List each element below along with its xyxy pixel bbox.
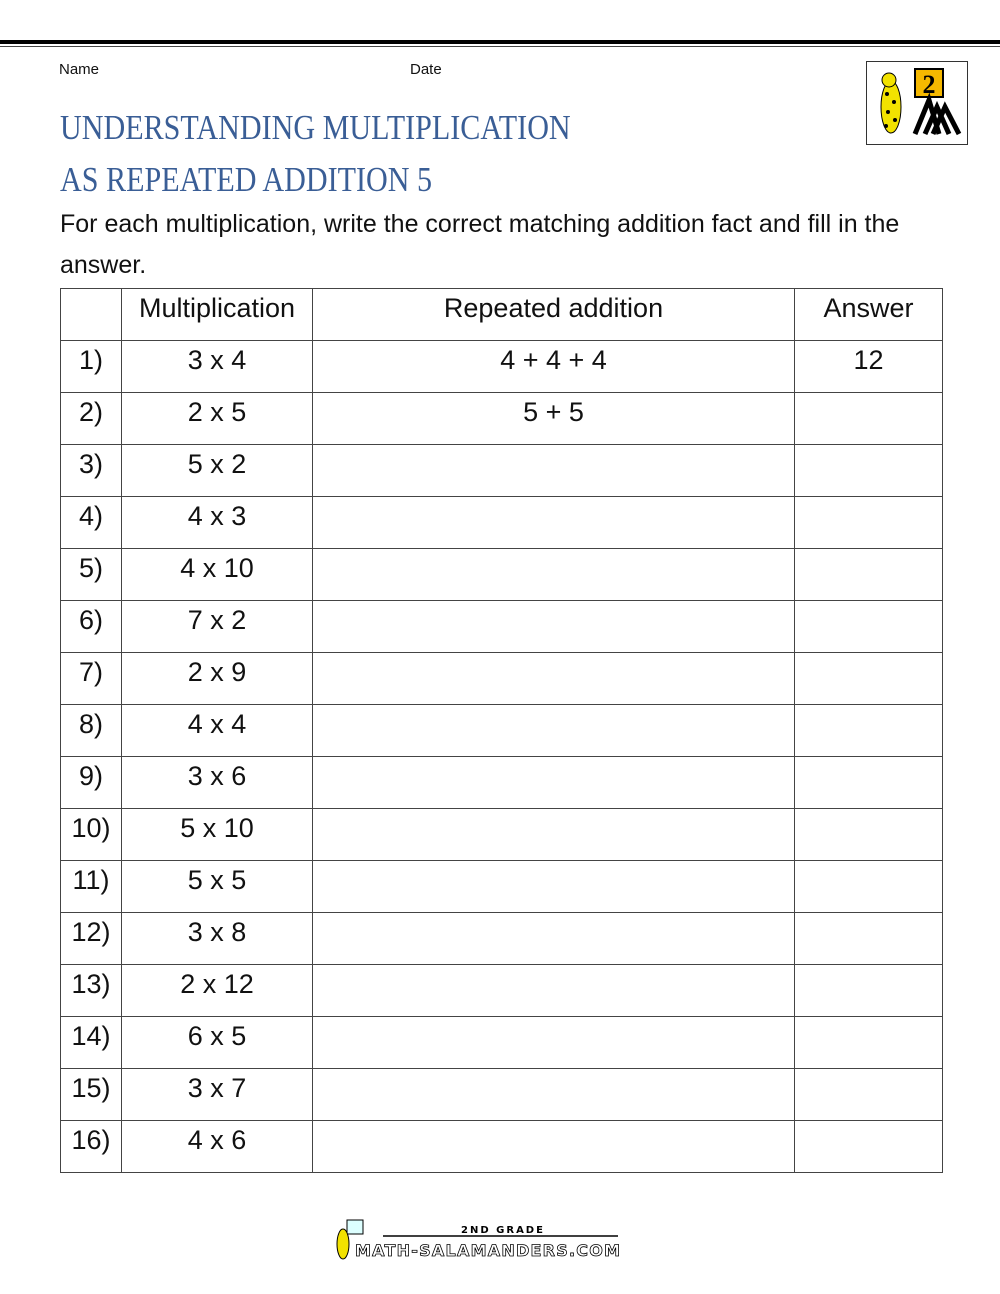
row-number: 10) <box>60 808 122 861</box>
repeated-addition-cell[interactable] <box>312 808 795 861</box>
multiplication-cell: 4 x 10 <box>121 548 313 601</box>
multiplication-cell: 3 x 4 <box>121 340 313 393</box>
row-number: 3) <box>60 444 122 497</box>
multiplication-cell: 5 x 5 <box>121 860 313 913</box>
row-number: 13) <box>60 964 122 1017</box>
repeated-addition-cell[interactable] <box>312 1068 795 1121</box>
repeated-addition-cell[interactable]: 4 + 4 + 4 <box>312 340 795 393</box>
multiplication-cell: 7 x 2 <box>121 600 313 653</box>
answer-cell[interactable] <box>794 444 943 497</box>
row-number: 9) <box>60 756 122 809</box>
answer-cell[interactable] <box>794 1068 943 1121</box>
table-row: 10) 5 x 10 <box>60 808 943 861</box>
row-number: 6) <box>60 600 122 653</box>
table-row: 7) 2 x 9 <box>60 652 943 705</box>
table-row: 14) 6 x 5 <box>60 1016 943 1069</box>
repeated-addition-cell[interactable] <box>312 600 795 653</box>
row-number: 16) <box>60 1120 122 1173</box>
row-number: 4) <box>60 496 122 549</box>
answer-cell[interactable] <box>794 756 943 809</box>
multiplication-cell: 5 x 2 <box>121 444 313 497</box>
page-title-line1: UNDERSTANDING MULTIPLICATION <box>60 108 571 147</box>
date-label: Date <box>410 61 442 78</box>
top-rule-thin <box>0 46 1000 47</box>
multiplication-cell: 5 x 10 <box>121 808 313 861</box>
answer-cell[interactable] <box>794 600 943 653</box>
answer-cell[interactable] <box>794 704 943 757</box>
repeated-addition-cell[interactable] <box>312 964 795 1017</box>
multiplication-cell: 6 x 5 <box>121 1016 313 1069</box>
repeated-addition-cell[interactable]: 5 + 5 <box>312 392 795 445</box>
row-number: 15) <box>60 1068 122 1121</box>
answer-cell[interactable] <box>794 652 943 705</box>
row-number: 8) <box>60 704 122 757</box>
table-row: 9) 3 x 6 <box>60 756 943 809</box>
page-title-line2: AS REPEATED ADDITION 5 <box>60 160 433 199</box>
table-row: 11) 5 x 5 <box>60 860 943 913</box>
header-repeated-addition: Repeated addition <box>312 288 795 341</box>
answer-cell[interactable] <box>794 548 943 601</box>
repeated-addition-cell[interactable] <box>312 756 795 809</box>
repeated-addition-cell[interactable] <box>312 860 795 913</box>
multiplication-cell: 4 x 4 <box>121 704 313 757</box>
repeated-addition-cell[interactable] <box>312 1016 795 1069</box>
table-row: 13) 2 x 12 <box>60 964 943 1017</box>
name-label: Name <box>59 61 100 78</box>
repeated-addition-cell[interactable] <box>312 912 795 965</box>
instructions: For each multiplication, write the corre… <box>60 210 900 279</box>
table-row: 15) 3 x 7 <box>60 1068 943 1121</box>
row-number: 14) <box>60 1016 122 1069</box>
answer-cell[interactable] <box>794 1016 943 1069</box>
header-number <box>60 288 122 341</box>
answer-cell[interactable] <box>794 964 943 1017</box>
multiplication-cell: 2 x 9 <box>121 652 313 705</box>
repeated-addition-cell[interactable] <box>312 444 795 497</box>
answer-cell[interactable] <box>794 392 943 445</box>
multiplication-cell: 2 x 12 <box>121 964 313 1017</box>
repeated-addition-cell[interactable] <box>312 704 795 757</box>
row-number: 11) <box>60 860 122 913</box>
svg-text:2ND GRADE: 2ND GRADE <box>461 1225 545 1236</box>
answer-cell[interactable]: 12 <box>794 340 943 393</box>
table-row: 5) 4 x 10 <box>60 548 943 601</box>
row-number: 1) <box>60 340 122 393</box>
svg-text:2: 2 <box>923 70 936 99</box>
svg-text:MATH-SALAMANDERS.COM: MATH-SALAMANDERS.COM <box>355 1241 620 1260</box>
multiplication-cell: 3 x 6 <box>121 756 313 809</box>
answer-cell[interactable] <box>794 496 943 549</box>
answer-cell[interactable] <box>794 808 943 861</box>
answer-cell[interactable] <box>794 860 943 913</box>
row-number: 7) <box>60 652 122 705</box>
table-row: 6) 7 x 2 <box>60 600 943 653</box>
multiplication-cell: 4 x 3 <box>121 496 313 549</box>
row-number: 12) <box>60 912 122 965</box>
footer-logo: 2ND GRADE MATH-SALAMANDERS.COM <box>333 1218 623 1262</box>
row-number: 2) <box>60 392 122 445</box>
table-header-row: Multiplication Repeated addition Answer <box>60 288 943 341</box>
salamander-logo: 2 <box>866 61 968 145</box>
table-row: 4) 4 x 3 <box>60 496 943 549</box>
table-row: 12) 3 x 8 <box>60 912 943 965</box>
header-multiplication: Multiplication <box>121 288 313 341</box>
row-number: 5) <box>60 548 122 601</box>
header-answer: Answer <box>794 288 943 341</box>
multiplication-cell: 4 x 6 <box>121 1120 313 1173</box>
repeated-addition-cell[interactable] <box>312 652 795 705</box>
answer-cell[interactable] <box>794 912 943 965</box>
table-row: 16) 4 x 6 <box>60 1120 943 1173</box>
table-row: 8) 4 x 4 <box>60 704 943 757</box>
top-rule <box>0 40 1000 44</box>
repeated-addition-cell[interactable] <box>312 548 795 601</box>
worksheet-table: Multiplication Repeated addition Answer … <box>60 288 943 1173</box>
multiplication-cell: 3 x 7 <box>121 1068 313 1121</box>
multiplication-cell: 3 x 8 <box>121 912 313 965</box>
repeated-addition-cell[interactable] <box>312 1120 795 1173</box>
answer-cell[interactable] <box>794 1120 943 1173</box>
repeated-addition-cell[interactable] <box>312 496 795 549</box>
multiplication-cell: 2 x 5 <box>121 392 313 445</box>
table-row: 3) 5 x 2 <box>60 444 943 497</box>
